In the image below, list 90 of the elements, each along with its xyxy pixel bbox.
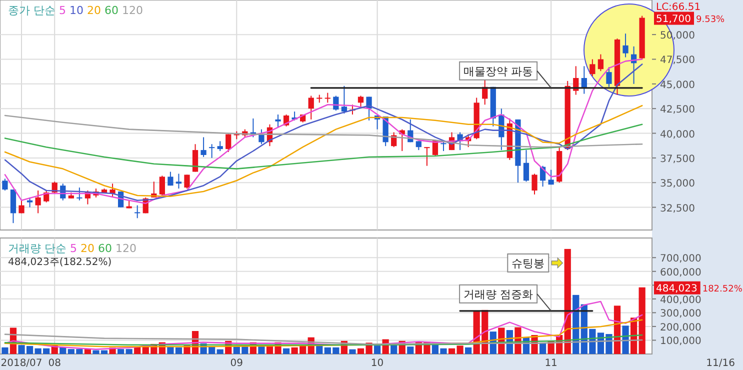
text: 182.52% bbox=[702, 284, 743, 294]
candlestick bbox=[606, 66, 612, 88]
x-tick-label: 08 bbox=[48, 358, 61, 369]
candlestick bbox=[275, 114, 281, 128]
candlestick bbox=[258, 128, 264, 145]
candlestick bbox=[18, 200, 24, 214]
bar bbox=[539, 343, 546, 354]
candlestick bbox=[217, 140, 223, 152]
candlestick bbox=[26, 196, 33, 208]
candlestick bbox=[440, 140, 446, 152]
bar bbox=[407, 346, 414, 354]
text: 60 bbox=[104, 4, 122, 17]
bar bbox=[374, 346, 381, 354]
candlestick bbox=[341, 85, 348, 114]
y-tick-label: 600,000 bbox=[660, 267, 702, 278]
y-tick-label: 300,000 bbox=[660, 308, 702, 320]
bar bbox=[622, 326, 629, 354]
text: LC:66.51 bbox=[656, 2, 701, 13]
candlestick bbox=[35, 190, 41, 214]
text: 11/16 bbox=[706, 358, 735, 369]
bar bbox=[390, 345, 398, 354]
text: 484,023 bbox=[656, 283, 698, 294]
candlestick bbox=[324, 92, 330, 104]
bar bbox=[117, 349, 124, 354]
candlestick bbox=[532, 173, 538, 195]
x-tick-label: 10 bbox=[370, 358, 384, 369]
candlestick bbox=[590, 58, 596, 77]
text: 60 bbox=[98, 242, 116, 255]
candlestick bbox=[184, 174, 190, 190]
bar bbox=[349, 349, 356, 354]
legend-title: 거래량 단순 bbox=[8, 242, 70, 255]
text: 5 bbox=[70, 242, 80, 255]
bar bbox=[126, 349, 132, 354]
y-tick-label: 400,000 bbox=[660, 294, 702, 306]
text: 120 bbox=[116, 242, 136, 255]
candlestick bbox=[598, 54, 604, 72]
candlestick bbox=[176, 173, 182, 190]
y-tick-label: 40,000 bbox=[660, 129, 695, 140]
x-tick-label: 2018/07 bbox=[0, 358, 42, 369]
annotation: 거래량 점증화 bbox=[464, 288, 534, 301]
text: 51,700 bbox=[656, 14, 691, 25]
candlestick bbox=[358, 95, 364, 108]
candlestick bbox=[424, 146, 430, 166]
candlestick bbox=[168, 171, 174, 186]
candlestick bbox=[134, 204, 140, 219]
y-tick-label: 200,000 bbox=[660, 322, 702, 334]
line-series bbox=[4, 104, 643, 198]
text: 9.53% bbox=[696, 14, 726, 25]
annotation: 매물장약 파동 bbox=[464, 64, 534, 78]
text: 10 bbox=[70, 4, 87, 17]
bar bbox=[316, 346, 323, 354]
candlestick bbox=[192, 144, 198, 172]
bar bbox=[84, 349, 92, 354]
y-tick-label: 100,000 bbox=[660, 336, 702, 348]
candlestick bbox=[110, 183, 116, 198]
x-tick-label: 09 bbox=[230, 358, 244, 369]
line-series bbox=[4, 124, 643, 170]
text: 5 bbox=[59, 4, 70, 17]
candlestick bbox=[209, 144, 215, 158]
line-series bbox=[4, 114, 643, 148]
candlestick bbox=[523, 150, 530, 182]
bar bbox=[60, 347, 66, 354]
annotation: 슈팅봉 bbox=[512, 256, 545, 270]
candlestick bbox=[76, 187, 82, 201]
bar bbox=[282, 348, 290, 354]
text: 484,023주(182.52%) bbox=[8, 257, 112, 268]
candlestick bbox=[548, 169, 554, 186]
y-tick-label: 35,000 bbox=[660, 178, 695, 190]
text: 20 bbox=[80, 242, 98, 255]
y-tick-label: 37,500 bbox=[660, 154, 695, 165]
bar bbox=[2, 347, 8, 354]
text: 20 bbox=[87, 4, 104, 17]
bar bbox=[638, 287, 646, 354]
text: 120 bbox=[122, 4, 143, 17]
y-tick-label: 700,000 bbox=[660, 254, 702, 265]
candlestick bbox=[226, 134, 232, 153]
x-tick-label: 11 bbox=[544, 358, 558, 369]
candlestick bbox=[308, 95, 314, 120]
bar bbox=[216, 349, 224, 354]
bar bbox=[258, 346, 265, 354]
candlestick bbox=[200, 136, 206, 158]
candlestick bbox=[159, 175, 165, 196]
candlestick bbox=[2, 178, 8, 192]
legend-title: 종가 단순 bbox=[8, 4, 59, 17]
y-tick-label: 32,500 bbox=[660, 203, 695, 214]
candlestick bbox=[622, 33, 628, 58]
y-tick-label: 45,000 bbox=[660, 80, 695, 91]
candlestick bbox=[10, 189, 16, 224]
bar bbox=[465, 347, 472, 354]
y-tick-label: 42,500 bbox=[660, 104, 695, 116]
